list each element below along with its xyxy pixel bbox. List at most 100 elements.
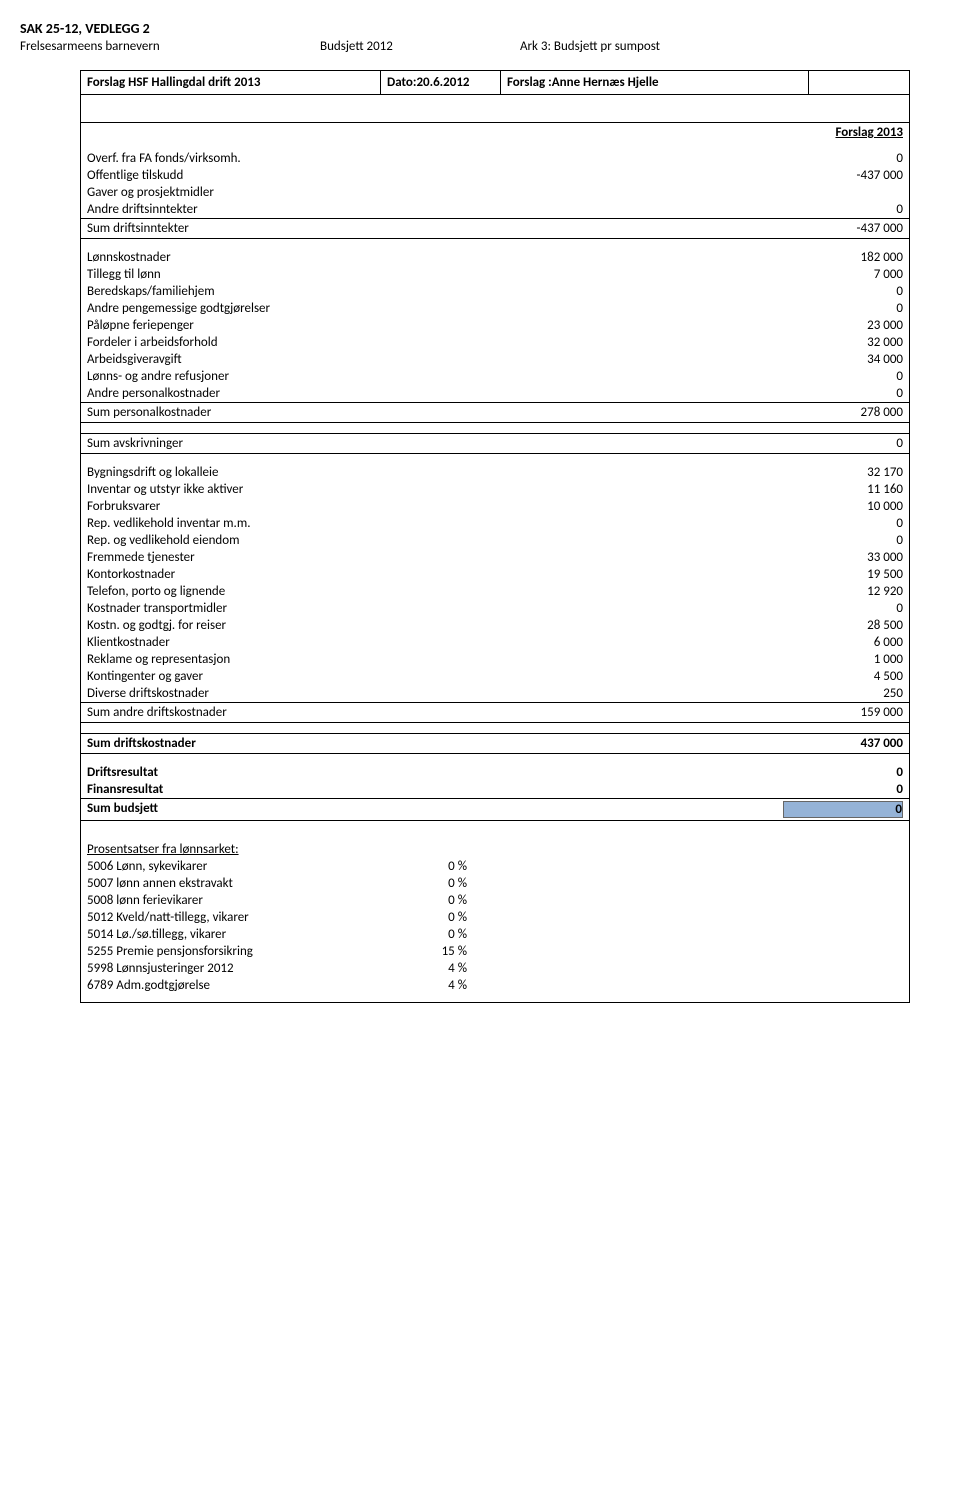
percent-header: Prosentsatser fra lønnsarket: [81,841,909,858]
title-c4 [809,71,909,94]
line-item: Kontingenter og gaver4 500 [81,668,909,685]
sum-value: 0 [783,436,903,451]
line-value: 4 500 [783,669,903,684]
line-item: Overf. fra FA fonds/virksomh.0 [81,150,909,167]
line-value: 0 [783,151,903,166]
line-item: Lønnskostnader182 000 [81,249,909,266]
line-label: Lønns- og andre refusjoner [87,369,783,384]
line-label: Andre personalkostnader [87,386,783,401]
line-value: 11 160 [783,482,903,497]
line-value: -437 000 [783,168,903,183]
percent-value: 0 % [387,927,467,942]
line-item: Kontorkostnader19 500 [81,566,909,583]
sum-driftskostnader: Sum driftskostnader 437 000 [81,733,909,754]
line-label: Driftsresultat [87,765,783,780]
percent-value: 0 % [387,893,467,908]
line-value: 0 [783,284,903,299]
line-item: Beredskaps/familiehjem0 [81,283,909,300]
line-label: Overf. fra FA fonds/virksomh. [87,151,783,166]
line-value [783,185,903,200]
line-item: Lønns- og andre refusjoner0 [81,368,909,385]
sum-label: Sum andre driftskostnader [87,705,783,720]
line-item: Rep. vedlikehold inventar m.m.0 [81,515,909,532]
line-value: 0 [783,516,903,531]
line-item: Fordeler i arbeidsforhold32 000 [81,334,909,351]
percent-label: 5012 Kveld/natt-tillegg, vikarer [87,910,387,925]
line-item: Andre pengemessige godtgjørelser0 [81,300,909,317]
line-item: Diverse driftskostnader250 [81,685,909,702]
percent-row: 5998 Lønnsjusteringer 20124 % [81,960,909,977]
sum-value: -437 000 [783,221,903,236]
line-item: Forbruksvarer10 000 [81,498,909,515]
sum-label: Sum avskrivninger [87,436,783,451]
line-label: Kostn. og godtgj. for reiser [87,618,783,633]
line-item: Bygningsdrift og lokalleie32 170 [81,464,909,481]
page-subheader: Frelsesarmeens barnevern Budsjett 2012 A… [20,39,940,54]
sum-andre-driftskostnader: Sum andre driftskostnader 159 000 [81,702,909,723]
line-value: 33 000 [783,550,903,565]
sum-personalkostnader: Sum personalkostnader 278 000 [81,402,909,423]
sum-label: Sum personalkostnader [87,405,783,420]
line-value: 182 000 [783,250,903,265]
line-item: Kostnader transportmidler0 [81,600,909,617]
line-item: Andre personalkostnader0 [81,385,909,402]
line-value: 0 [783,782,903,797]
line-label: Kontingenter og gaver [87,669,783,684]
line-label: Kontorkostnader [87,567,783,582]
line-label: Fordeler i arbeidsforhold [87,335,783,350]
line-label: Klientkostnader [87,635,783,650]
percent-label: 5998 Lønnsjusteringer 2012 [87,961,387,976]
sum-value: 278 000 [783,405,903,420]
line-item: Offentlige tilskudd-437 000 [81,167,909,184]
percent-value: 4 % [387,961,467,976]
budget-box: Forslag HSF Hallingdal drift 2013 Dato:2… [80,70,910,1003]
line-value: 34 000 [783,352,903,367]
line-item: Reklame og representasjon1 000 [81,651,909,668]
line-value: 0 [783,533,903,548]
line-value: 23 000 [783,318,903,333]
percent-row: 6789 Adm.godtgjørelse4 % [81,977,909,994]
line-value: 250 [783,686,903,701]
line-value: 32 170 [783,465,903,480]
title-c3: Forslag :Anne Hernæs Hjelle [501,71,809,94]
forslag-header: Forslag 2013 [81,123,909,142]
line-item: Fremmede tjenester33 000 [81,549,909,566]
percent-value: 0 % [387,859,467,874]
percent-row: 5255 Premie pensjonsforsikring15 % [81,943,909,960]
line-value: 0 [783,386,903,401]
doc-name: Budsjett 2012 [320,39,520,54]
line-value: 0 [783,301,903,316]
line-label: Finansresultat [87,782,783,797]
line-value: 0 [783,601,903,616]
sum-driftsinntekter: Sum driftsinntekter -437 000 [81,218,909,239]
percent-row: 5006 Lønn, sykevikarer0 % [81,858,909,875]
sum-value: 437 000 [783,736,903,751]
line-label: Rep. og vedlikehold eiendom [87,533,783,548]
line-label: Andre driftsinntekter [87,202,783,217]
line-item: Inventar og utstyr ikke aktiver11 160 [81,481,909,498]
percent-value: 0 % [387,876,467,891]
org-name: Frelsesarmeens barnevern [20,39,320,54]
title-row: Forslag HSF Hallingdal drift 2013 Dato:2… [81,71,909,95]
sum-label: Sum driftskostnader [87,736,783,751]
page-title: SAK 25-12, VEDLEGG 2 [20,20,940,37]
sum-avskrivninger: Sum avskrivninger 0 [81,433,909,454]
line-value: 12 920 [783,584,903,599]
line-label: Bygningsdrift og lokalleie [87,465,783,480]
percent-value: 15 % [387,944,467,959]
percent-row: 5007 lønn annen ekstravakt0 % [81,875,909,892]
line-value: 19 500 [783,567,903,582]
percent-value: 0 % [387,910,467,925]
percent-label: 5255 Premie pensjonsforsikring [87,944,387,959]
line-value: 0 [783,369,903,384]
line-item: Arbeidsgiveravgift34 000 [81,351,909,368]
line-label: Gaver og prosjektmidler [87,185,783,200]
sum-label: Sum budsjett [87,801,783,818]
title-c2: Dato:20.6.2012 [381,71,501,94]
line-label: Fremmede tjenester [87,550,783,565]
line-item: Klientkostnader6 000 [81,634,909,651]
line-label: Diverse driftskostnader [87,686,783,701]
line-item: Kostn. og godtgj. for reiser28 500 [81,617,909,634]
line-item: Tillegg til lønn7 000 [81,266,909,283]
line-item: Driftsresultat0 [81,764,909,781]
